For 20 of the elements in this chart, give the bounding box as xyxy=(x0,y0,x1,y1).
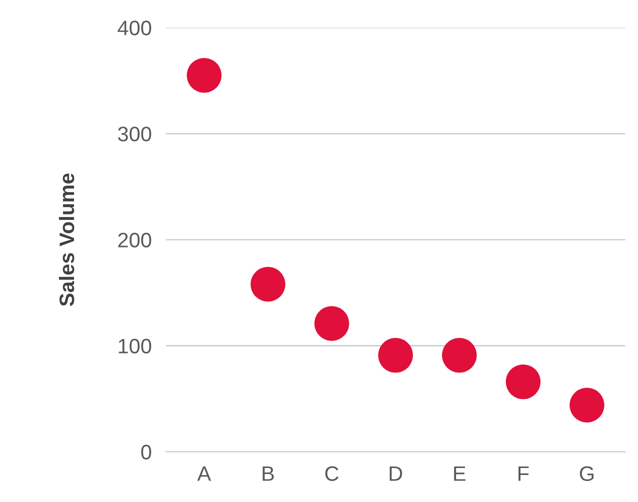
y-axis-title: Sales Volume xyxy=(58,173,74,306)
point xyxy=(442,338,477,373)
x-tick-label: B xyxy=(262,466,274,481)
y-tick-label: 0 xyxy=(141,444,152,460)
x-tick-label: F xyxy=(518,466,529,481)
y-tick-label: 100 xyxy=(118,338,152,354)
point xyxy=(314,306,350,341)
x-tick-label: E xyxy=(454,466,466,481)
x-tick-label: G xyxy=(580,466,594,481)
y-tick-label: 200 xyxy=(118,232,152,248)
point xyxy=(378,338,413,373)
point xyxy=(506,364,541,400)
point xyxy=(250,266,286,302)
x-tick-label: C xyxy=(325,466,338,481)
y-tick-label: 300 xyxy=(118,126,152,142)
point xyxy=(570,388,604,422)
x-tick-label: D xyxy=(390,466,402,481)
y-tick-label: 400 xyxy=(118,20,152,36)
point xyxy=(186,58,222,93)
x-tick-label: A xyxy=(197,466,212,481)
